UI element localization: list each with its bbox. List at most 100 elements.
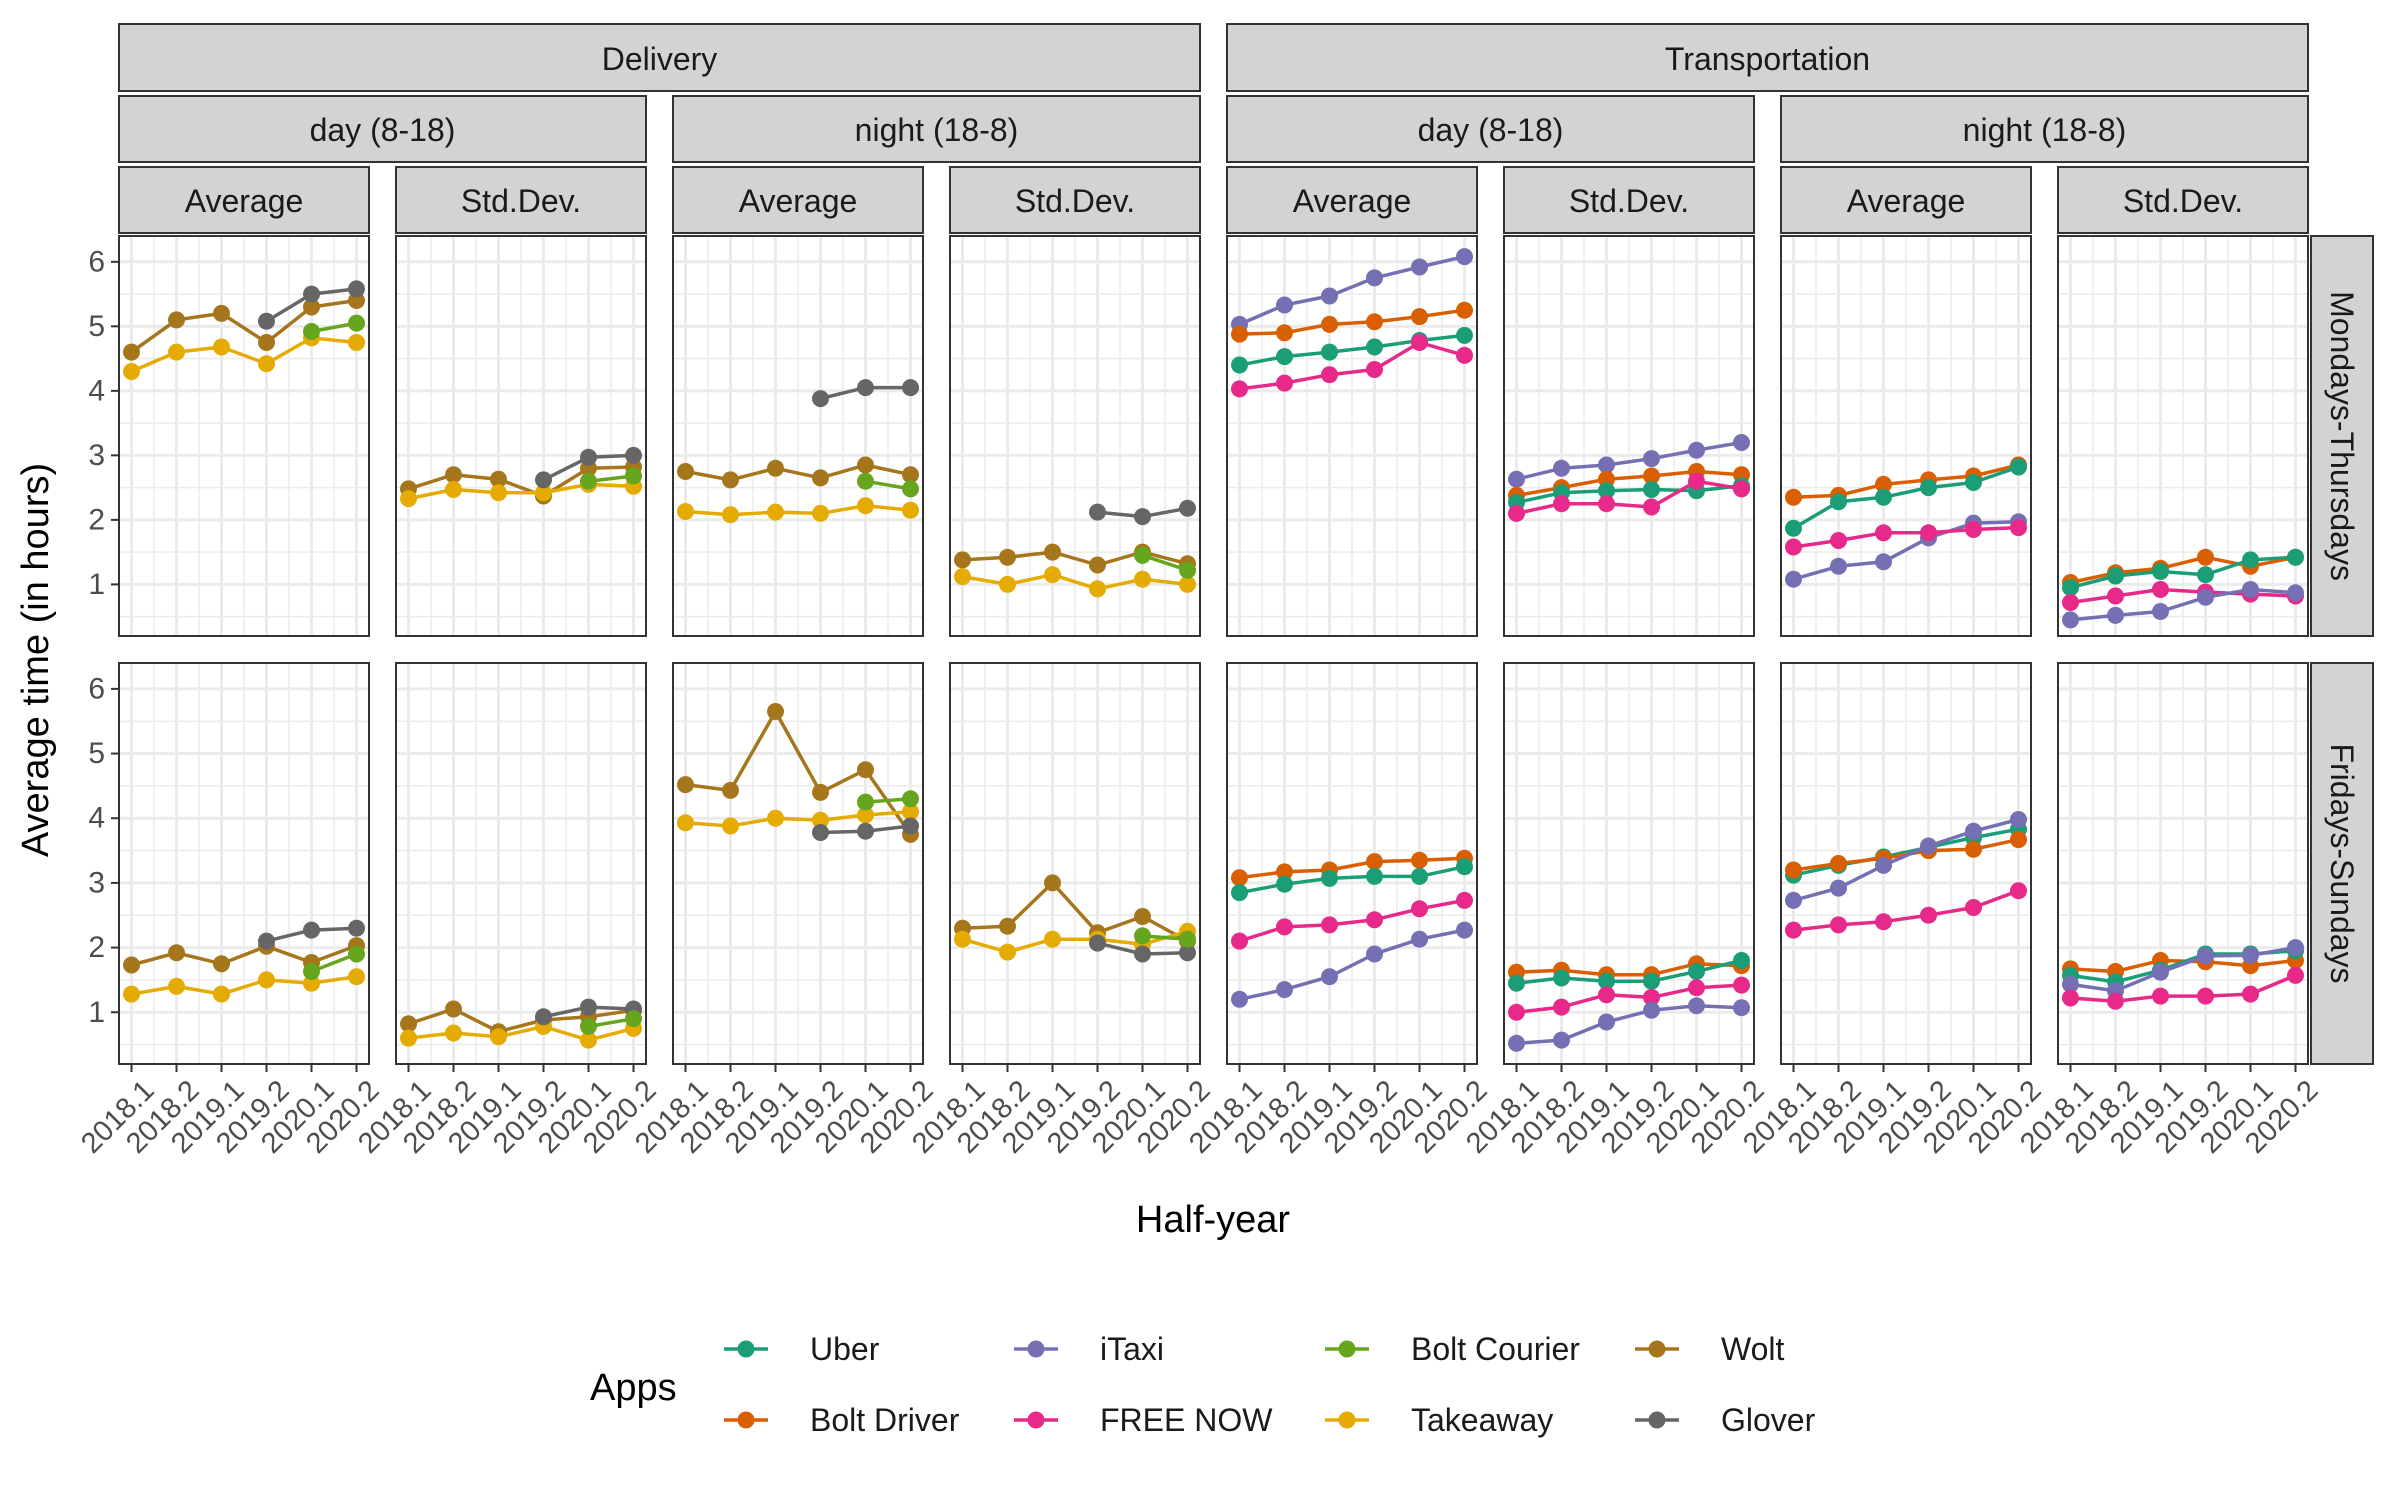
sector-strip-label: Transportation (1665, 41, 1870, 77)
data-point (1553, 459, 1570, 477)
facet-panel (1780, 662, 2032, 1065)
time-strip-label: day (8-18) (1418, 112, 1564, 148)
facet-panel (672, 235, 924, 637)
data-point (1411, 900, 1428, 918)
sector-strip (118, 23, 1201, 92)
data-point (1456, 326, 1473, 344)
data-point (1179, 930, 1196, 948)
data-point (258, 334, 275, 351)
data-point (1965, 899, 1982, 916)
data-point (1688, 963, 1705, 980)
data-point (812, 824, 829, 841)
data-point (123, 363, 140, 380)
panel-border (118, 235, 370, 637)
panel-border (1226, 662, 1478, 1065)
data-point (1875, 913, 1892, 931)
data-point (1231, 869, 1248, 887)
legend-item: Bolt Driver (724, 1402, 960, 1438)
panel-series-group (1508, 952, 1750, 1052)
stat-strip (949, 166, 1201, 234)
data-point (445, 481, 462, 498)
time-strip (1226, 95, 1755, 163)
data-point (168, 311, 185, 329)
data-point (1231, 325, 1248, 343)
data-point (1134, 508, 1151, 526)
data-point (535, 471, 552, 489)
data-point (2152, 581, 2169, 598)
data-point (2010, 811, 2027, 828)
data-point (1553, 998, 1570, 1016)
facet-panels (118, 235, 2309, 1065)
data-point (1965, 521, 1982, 538)
data-point (857, 472, 874, 490)
data-point (1366, 313, 1383, 331)
legend-item: iTaxi (1014, 1331, 1164, 1367)
legend-marker (737, 1340, 755, 1358)
row-strip-label: Fridays-Sundays (2324, 743, 2360, 983)
data-point (2010, 882, 2027, 900)
data-point (1875, 524, 1892, 542)
data-point (2107, 587, 2124, 605)
data-point (1321, 366, 1338, 384)
data-point (1366, 361, 1383, 378)
legend-item: Bolt Courier (1325, 1331, 1580, 1367)
data-point (2152, 603, 2169, 620)
data-point (2107, 606, 2124, 624)
data-point (1456, 301, 1473, 319)
data-point (258, 971, 275, 989)
data-point (902, 379, 919, 397)
data-point (2062, 594, 2079, 611)
data-point (2062, 579, 2079, 597)
data-point (902, 480, 919, 498)
facet-panel (1503, 235, 1755, 637)
data-point (348, 334, 365, 351)
data-point (1044, 874, 1061, 892)
data-point (1321, 315, 1338, 333)
stat-strip-label: Std.Dev. (1569, 183, 1689, 219)
data-point (1920, 906, 1937, 924)
data-point (1179, 561, 1196, 579)
data-point (902, 817, 919, 835)
data-point (1276, 324, 1293, 342)
data-point (213, 955, 230, 973)
stat-strip-label: Average (185, 183, 304, 219)
data-point (999, 943, 1016, 961)
data-point (168, 343, 185, 361)
data-point (954, 930, 971, 948)
facet-panel (1503, 662, 1755, 1065)
data-point (1733, 480, 1750, 498)
data-point (348, 314, 365, 332)
panel-series-group (123, 919, 365, 1003)
legend-label: FREE NOW (1100, 1402, 1273, 1438)
data-point (1231, 380, 1248, 398)
data-point (677, 776, 694, 794)
data-point (1643, 481, 1660, 498)
data-point (677, 814, 694, 832)
data-point (1321, 916, 1338, 934)
data-point (445, 466, 462, 484)
data-point (2197, 588, 2214, 606)
data-point (1643, 467, 1660, 485)
panel-border (1503, 662, 1755, 1065)
panel-series-group (677, 379, 919, 524)
data-point (123, 343, 140, 361)
data-point (1276, 918, 1293, 936)
data-point (1411, 851, 1428, 869)
data-point (902, 501, 919, 519)
data-point (1688, 472, 1705, 490)
data-point (1785, 538, 1802, 556)
data-point (1875, 475, 1892, 493)
data-point (1688, 997, 1705, 1015)
data-point (1785, 891, 1802, 909)
data-point (1733, 976, 1750, 994)
data-point (580, 448, 597, 466)
data-point (1276, 875, 1293, 893)
data-point (1411, 308, 1428, 326)
data-point (2152, 987, 2169, 1005)
data-point (1456, 858, 1473, 876)
panel-series-group (123, 280, 365, 380)
data-point (999, 548, 1016, 566)
data-point (123, 956, 140, 974)
data-point (1508, 974, 1525, 992)
data-point (1508, 1034, 1525, 1052)
